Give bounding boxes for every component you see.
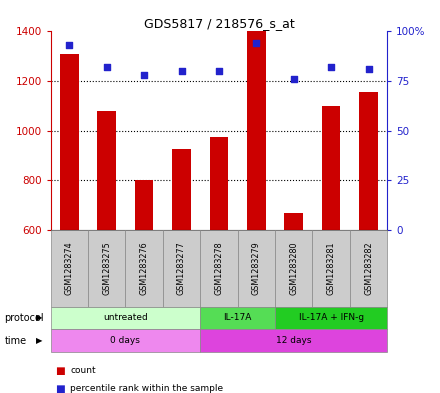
Text: 0 days: 0 days xyxy=(110,336,140,345)
Point xyxy=(216,68,223,74)
Point xyxy=(290,76,297,82)
Title: GDS5817 / 218576_s_at: GDS5817 / 218576_s_at xyxy=(143,17,294,30)
Bar xyxy=(97,111,116,230)
Text: GSM1283276: GSM1283276 xyxy=(139,241,149,295)
Point xyxy=(178,68,185,74)
Text: ■: ■ xyxy=(55,366,65,376)
Point xyxy=(66,42,73,48)
Text: GSM1283274: GSM1283274 xyxy=(65,241,74,295)
Text: time: time xyxy=(4,336,26,346)
Bar xyxy=(247,31,266,230)
Text: GSM1283277: GSM1283277 xyxy=(177,241,186,295)
Text: count: count xyxy=(70,367,96,375)
Point xyxy=(253,40,260,46)
Bar xyxy=(60,54,79,230)
Text: ▶: ▶ xyxy=(37,314,43,322)
Bar xyxy=(284,213,303,230)
Point xyxy=(327,64,335,70)
Text: IL-17A: IL-17A xyxy=(224,314,252,322)
Text: ■: ■ xyxy=(55,384,65,393)
Text: GSM1283282: GSM1283282 xyxy=(364,241,373,295)
Text: GSM1283278: GSM1283278 xyxy=(214,241,224,295)
Text: IL-17A + IFN-g: IL-17A + IFN-g xyxy=(298,314,364,322)
Text: 12 days: 12 days xyxy=(276,336,312,345)
Text: GSM1283280: GSM1283280 xyxy=(289,241,298,295)
Text: untreated: untreated xyxy=(103,314,148,322)
Text: ▶: ▶ xyxy=(37,336,43,345)
Point xyxy=(141,72,148,78)
Point xyxy=(365,66,372,72)
Bar xyxy=(322,106,341,230)
Text: GSM1283281: GSM1283281 xyxy=(326,241,336,295)
Text: protocol: protocol xyxy=(4,313,44,323)
Text: GSM1283279: GSM1283279 xyxy=(252,241,261,295)
Bar xyxy=(172,149,191,230)
Point xyxy=(103,64,110,70)
Text: percentile rank within the sample: percentile rank within the sample xyxy=(70,384,224,393)
Text: GSM1283275: GSM1283275 xyxy=(102,241,111,295)
Bar xyxy=(359,92,378,230)
Bar xyxy=(209,137,228,230)
Bar xyxy=(135,180,154,230)
